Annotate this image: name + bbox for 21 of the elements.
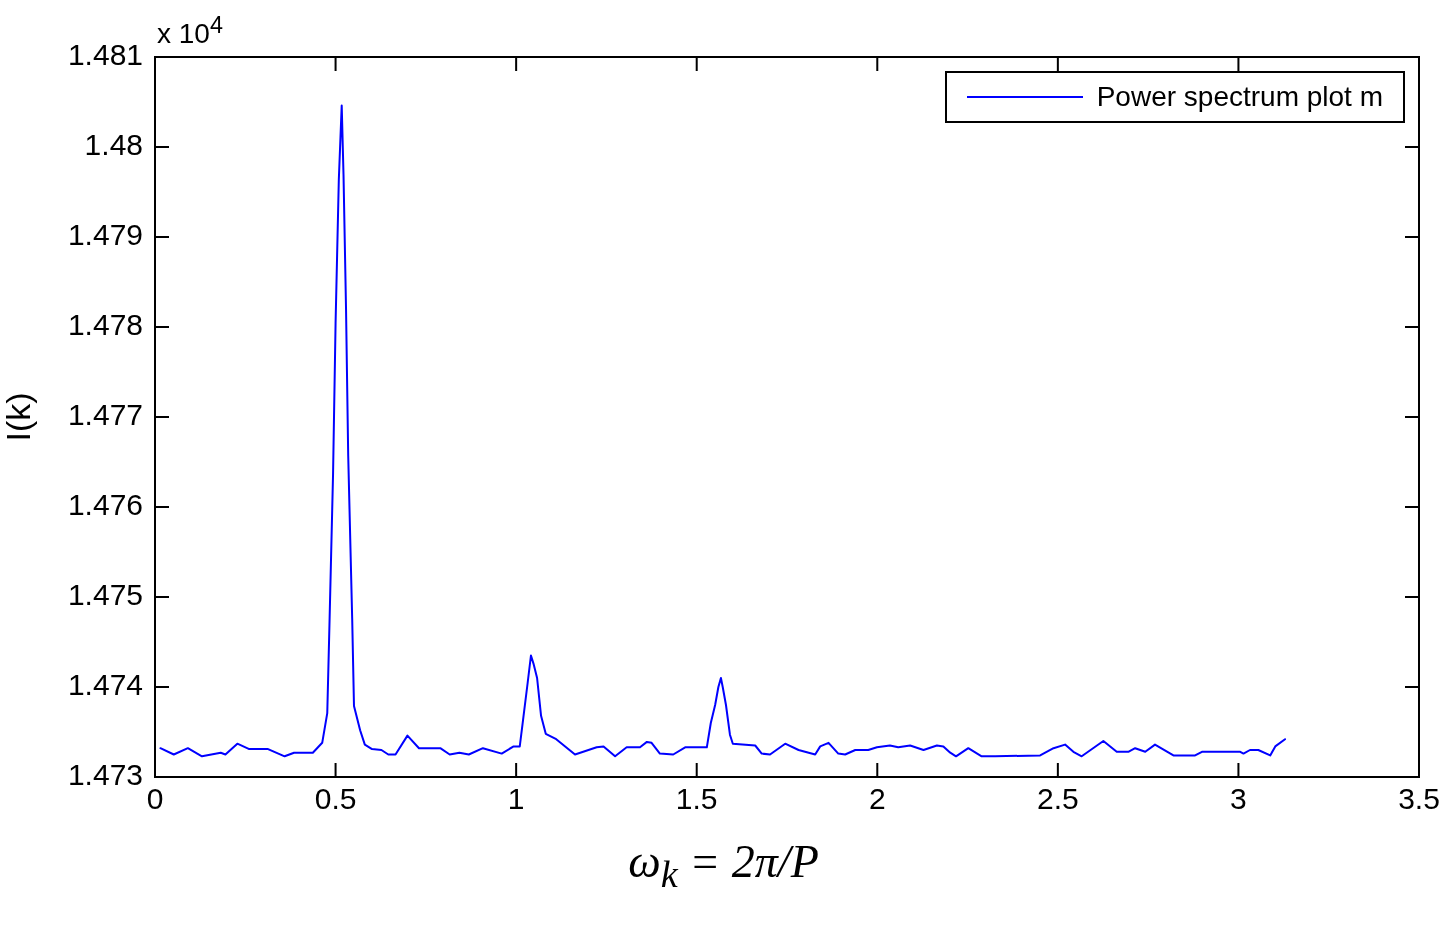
y-tick-label: 1.479: [67, 218, 143, 252]
x-tick-label: 3: [1230, 782, 1247, 816]
x-tick-label: 0: [146, 782, 164, 816]
y-tick-label: 1.475: [67, 578, 143, 612]
x-tick-label: 1.5: [675, 782, 718, 816]
x-tick-label: 3.5: [1398, 782, 1440, 816]
y-tick-label: 1.476: [67, 488, 143, 522]
x-tick-label: 2: [868, 782, 886, 816]
y-tick-label: 1.481: [67, 38, 143, 72]
y-tick-label: 1.474: [67, 668, 143, 702]
y-tick-label: 1.473: [67, 758, 143, 792]
text: x 10$^{4}$: [157, 12, 223, 51]
x-axis-title: ω$_{k}$ = 2π/P: [627, 835, 820, 897]
x-tick-label: 0.5: [314, 782, 357, 816]
legend-label: Power spectrum plot m: [1096, 81, 1383, 113]
y-tick-label: 1.48: [84, 128, 143, 162]
y-tick-label: 1.478: [67, 308, 143, 342]
x-tick-label: 2.5: [1037, 782, 1079, 816]
y-axis-title: I(k): [0, 392, 37, 442]
y-tick-label: 1.477: [67, 398, 143, 432]
x-tick-label: 1: [507, 782, 525, 816]
